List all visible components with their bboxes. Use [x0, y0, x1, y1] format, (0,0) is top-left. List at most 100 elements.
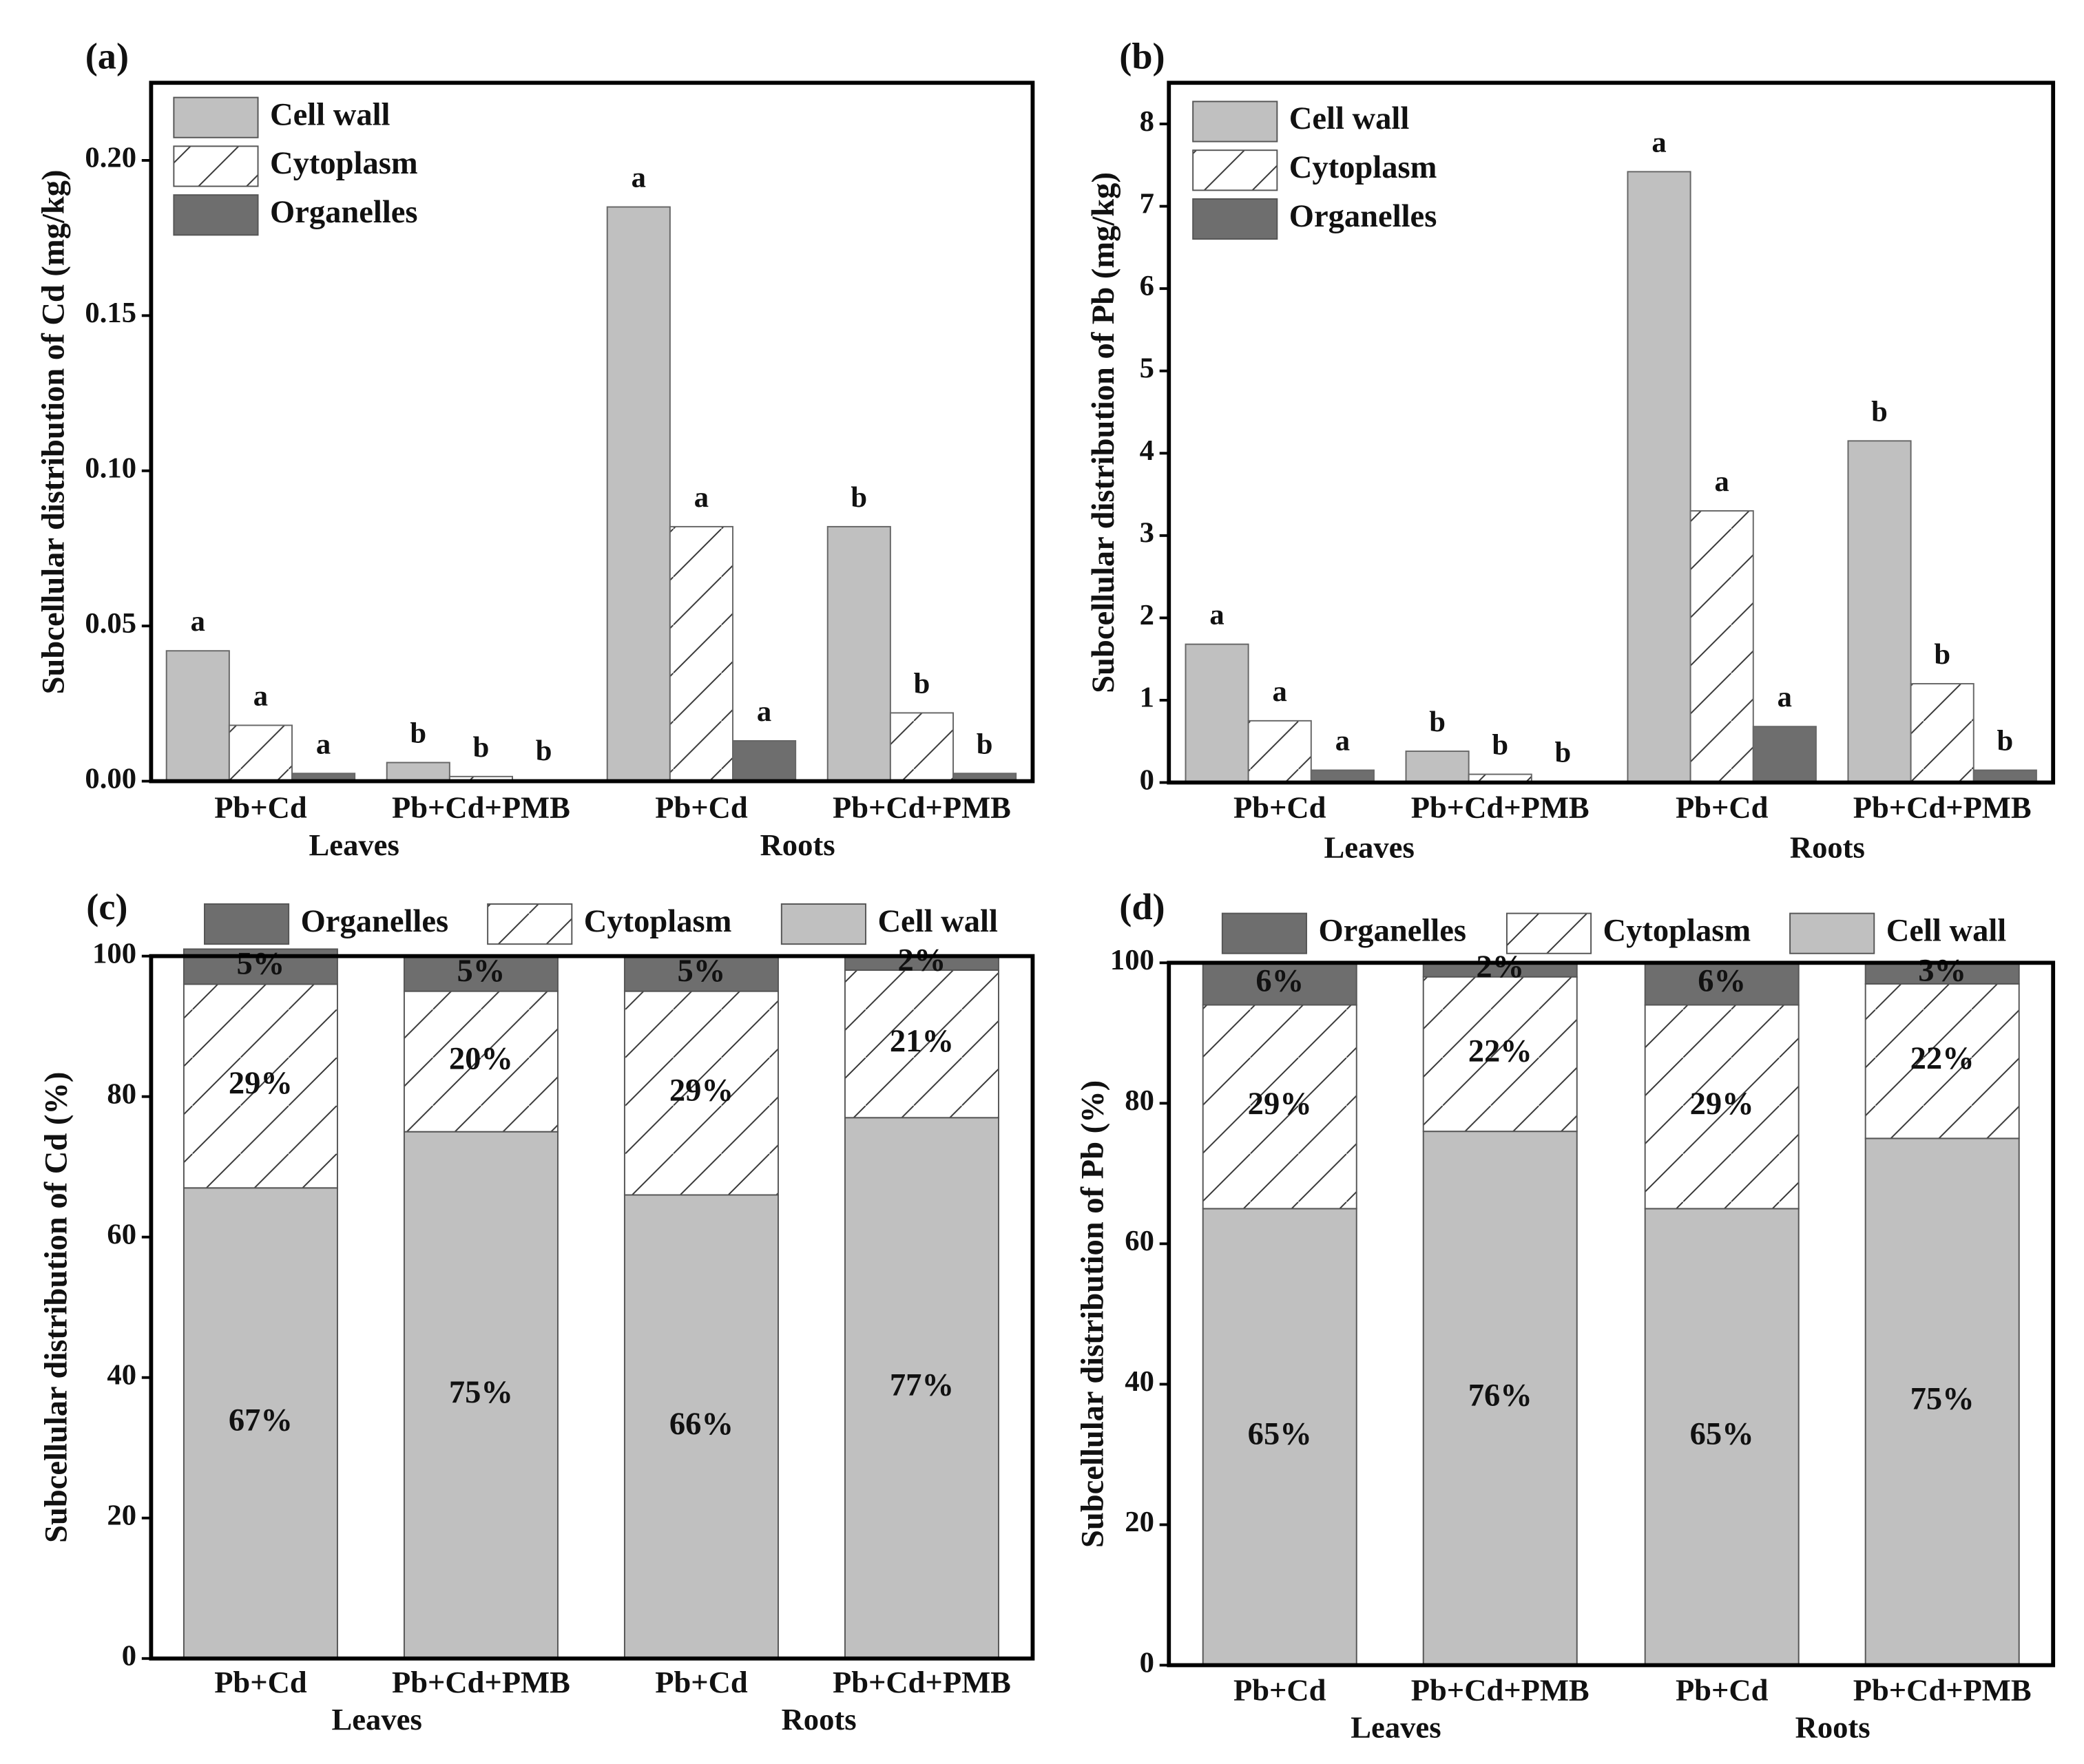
x-tick-label: Pb+Cd+PMB: [392, 1665, 570, 1699]
y-tick-label: 6: [1140, 270, 1154, 302]
significance-letter: b: [1555, 736, 1572, 768]
bar-segment: [1864, 1137, 2020, 1666]
panel-label: (a): [85, 36, 129, 77]
y-tick-label: 0.20: [85, 142, 136, 174]
legend-swatch: [173, 96, 259, 138]
bar-segment: [183, 1187, 338, 1659]
y-tick-label: 100: [1110, 944, 1154, 976]
plot-frame: [149, 81, 1035, 784]
significance-letter: b: [851, 481, 867, 514]
x-tick-label: Pb+Cd: [655, 790, 748, 824]
x-tick-label: Pb+Cd: [214, 790, 307, 824]
y-tick-label: 80: [1125, 1084, 1154, 1117]
value-label: 5%: [678, 954, 726, 989]
value-label: 75%: [449, 1375, 513, 1410]
bar: [1847, 440, 1912, 784]
bar: [889, 712, 954, 782]
group-label: Roots: [760, 828, 835, 862]
plot-frame: [1167, 960, 2056, 1668]
group-label: Roots: [1790, 830, 1865, 865]
value-label: 20%: [449, 1041, 513, 1076]
plot-frame: [149, 954, 1035, 1661]
legend-label: Cell wall: [1289, 101, 1410, 136]
legend-swatch: [1192, 198, 1278, 240]
x-tick-label: Pb+Cd: [1233, 790, 1326, 824]
bar: [1405, 750, 1470, 784]
significance-letter: a: [694, 481, 709, 514]
significance-letter: a: [1335, 725, 1350, 757]
group-label: Roots: [782, 1702, 857, 1736]
value-label: 29%: [1248, 1086, 1312, 1122]
significance-letter: a: [757, 695, 771, 728]
legend-label: Cell wall: [270, 97, 390, 132]
bar-segment: [844, 969, 999, 1119]
significance-letter: a: [1778, 681, 1792, 713]
y-tick-label: 0.05: [85, 607, 136, 640]
legend-label: Organelles: [270, 195, 418, 230]
significance-letter: a: [253, 680, 268, 712]
y-axis-title: Subcellular distribution of Cd (%): [39, 1072, 74, 1543]
value-label: 2%: [1476, 949, 1524, 985]
legend-swatch: [780, 903, 866, 945]
value-label: 21%: [890, 1024, 954, 1059]
y-tick-label: 100: [92, 937, 136, 969]
significance-letter: b: [473, 731, 490, 764]
y-axis-title: Subcellular distribution of Pb (mg/kg): [1086, 172, 1121, 693]
significance-letter: b: [1997, 725, 2013, 757]
y-tick-label: 7: [1140, 187, 1154, 220]
legend-swatch: [1192, 149, 1278, 191]
bar: [826, 525, 891, 782]
significance-letter: b: [1871, 395, 1888, 428]
y-tick-label: 1: [1140, 682, 1154, 714]
value-label: 22%: [1468, 1034, 1532, 1069]
x-tick-label: Pb+Cd+PMB: [1411, 1672, 1590, 1707]
value-label: 29%: [669, 1073, 733, 1108]
bar-segment: [1644, 1004, 1800, 1210]
legend-label: Cell wall: [877, 904, 998, 939]
bar: [1627, 171, 1691, 784]
legend-label: Cytoplasm: [584, 904, 732, 939]
bar: [732, 739, 797, 782]
x-tick-label: Pb+Cd+PMB: [1853, 790, 2032, 824]
y-tick-label: 40: [107, 1359, 136, 1392]
value-label: 6%: [1255, 964, 1304, 999]
bar-segment: [403, 1131, 559, 1659]
group-label: Leaves: [332, 1702, 422, 1736]
group-label: Leaves: [1351, 1710, 1441, 1745]
value-label: 3%: [1918, 953, 1966, 988]
y-tick-label: 2: [1140, 599, 1154, 631]
y-tick-label: 5: [1140, 353, 1154, 385]
significance-letter: a: [316, 728, 331, 760]
y-tick-label: 40: [1125, 1365, 1154, 1398]
significance-letter: a: [632, 162, 646, 194]
x-tick-label: Pb+Cd+PMB: [1411, 790, 1590, 824]
legend-swatch: [1505, 912, 1592, 954]
legend-label: Organelles: [1318, 913, 1466, 948]
significance-letter: b: [410, 717, 426, 750]
x-tick-label: Pb+Cd+PMB: [833, 790, 1011, 824]
y-tick-label: 60: [1125, 1225, 1154, 1257]
value-label: 29%: [229, 1066, 293, 1101]
bar-segment: [403, 990, 559, 1133]
bar: [228, 724, 293, 782]
bar: [1910, 683, 1974, 784]
legend-swatch: [204, 903, 290, 945]
y-tick-label: 0.15: [85, 297, 136, 329]
x-tick-label: Pb+Cd: [655, 1665, 748, 1699]
x-tick-label: Pb+Cd: [214, 1665, 307, 1699]
significance-letter: b: [914, 667, 930, 700]
value-label: 22%: [1910, 1041, 1974, 1076]
legend-swatch: [173, 145, 259, 187]
y-tick-label: 0.10: [85, 452, 136, 485]
y-tick-label: 60: [107, 1218, 136, 1250]
bar: [386, 762, 450, 782]
legend-label: Organelles: [301, 904, 449, 939]
bar-segment: [844, 1117, 999, 1659]
group-label: Leaves: [1324, 830, 1415, 865]
bar: [1185, 643, 1249, 784]
x-tick-label: Pb+Cd+PMB: [392, 790, 570, 824]
legend-label: Cytoplasm: [1289, 150, 1437, 185]
plot-frame: [1167, 81, 2056, 785]
bar-segment: [183, 983, 338, 1189]
bar-segment: [1644, 962, 1800, 1006]
